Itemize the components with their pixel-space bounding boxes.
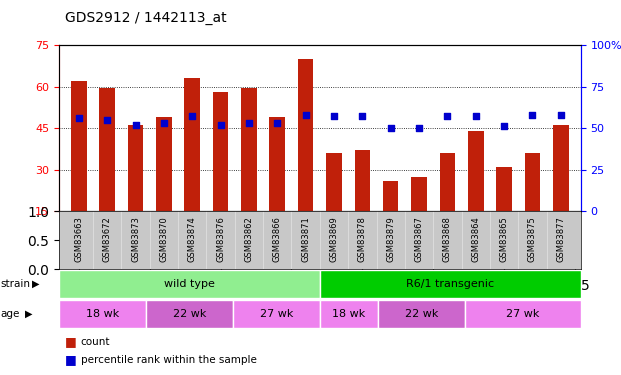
Bar xyxy=(298,59,314,211)
Text: GSM83862: GSM83862 xyxy=(245,216,253,261)
Text: 27 wk: 27 wk xyxy=(506,309,540,319)
Text: GSM83873: GSM83873 xyxy=(131,216,140,262)
Point xyxy=(188,113,197,119)
Point xyxy=(102,117,112,123)
Point xyxy=(244,120,254,126)
Point xyxy=(386,125,396,131)
Bar xyxy=(184,78,200,211)
Text: GSM83871: GSM83871 xyxy=(301,216,310,261)
Point xyxy=(414,125,424,131)
Text: ■: ■ xyxy=(65,335,77,348)
Text: GSM83866: GSM83866 xyxy=(273,216,282,262)
Bar xyxy=(355,150,370,211)
Text: GSM83875: GSM83875 xyxy=(528,216,537,261)
Text: 18 wk: 18 wk xyxy=(332,309,365,319)
Bar xyxy=(270,117,285,211)
Point xyxy=(442,113,452,119)
Bar xyxy=(378,300,465,328)
Text: percentile rank within the sample: percentile rank within the sample xyxy=(81,355,256,365)
Point xyxy=(74,115,84,121)
Text: GSM83867: GSM83867 xyxy=(415,216,424,262)
Bar xyxy=(525,153,540,211)
Text: 27 wk: 27 wk xyxy=(260,309,293,319)
Text: wild type: wild type xyxy=(164,279,215,289)
Bar xyxy=(496,167,512,211)
Bar xyxy=(146,300,233,328)
Point xyxy=(527,112,537,118)
Text: GSM83868: GSM83868 xyxy=(443,216,452,262)
Text: GSM83879: GSM83879 xyxy=(386,216,395,261)
Bar xyxy=(468,131,484,211)
Text: 22 wk: 22 wk xyxy=(173,309,206,319)
Text: GSM83870: GSM83870 xyxy=(160,216,168,261)
Point xyxy=(471,113,481,119)
Text: 22 wk: 22 wk xyxy=(404,309,438,319)
Text: ▶: ▶ xyxy=(25,309,32,319)
Bar xyxy=(241,88,256,211)
Bar xyxy=(440,153,455,211)
Point xyxy=(273,120,283,126)
Bar xyxy=(383,181,399,211)
Bar xyxy=(59,270,320,298)
Text: GSM83874: GSM83874 xyxy=(188,216,197,261)
Text: 18 wk: 18 wk xyxy=(86,309,119,319)
Bar xyxy=(553,125,569,211)
Point xyxy=(159,120,169,126)
Bar xyxy=(411,177,427,211)
Text: GSM83663: GSM83663 xyxy=(75,216,83,262)
Bar xyxy=(233,300,320,328)
Text: GSM83672: GSM83672 xyxy=(102,216,112,261)
Point xyxy=(556,112,566,118)
Bar xyxy=(156,117,171,211)
Bar xyxy=(213,92,229,211)
Text: strain: strain xyxy=(1,279,30,289)
Bar xyxy=(99,88,115,211)
Point xyxy=(357,113,367,119)
Text: R6/1 transgenic: R6/1 transgenic xyxy=(406,279,494,289)
Text: GSM83877: GSM83877 xyxy=(556,216,565,262)
Text: GSM83878: GSM83878 xyxy=(358,216,367,262)
Bar xyxy=(326,153,342,211)
Text: GSM83864: GSM83864 xyxy=(471,216,480,261)
Text: count: count xyxy=(81,336,111,346)
Point xyxy=(301,112,310,118)
Text: GSM83869: GSM83869 xyxy=(330,216,338,261)
Text: GSM83876: GSM83876 xyxy=(216,216,225,262)
Point xyxy=(215,122,225,128)
Text: GDS2912 / 1442113_at: GDS2912 / 1442113_at xyxy=(65,11,227,25)
Point xyxy=(499,123,509,129)
Bar xyxy=(320,300,378,328)
Bar xyxy=(128,125,143,211)
Point xyxy=(329,113,339,119)
Text: age: age xyxy=(1,309,20,319)
Bar xyxy=(59,300,146,328)
Text: ▶: ▶ xyxy=(32,279,40,289)
Bar xyxy=(71,81,87,211)
Bar xyxy=(465,300,581,328)
Text: ■: ■ xyxy=(65,353,77,366)
Text: GSM83865: GSM83865 xyxy=(499,216,509,261)
Bar xyxy=(320,270,581,298)
Point xyxy=(130,122,140,128)
